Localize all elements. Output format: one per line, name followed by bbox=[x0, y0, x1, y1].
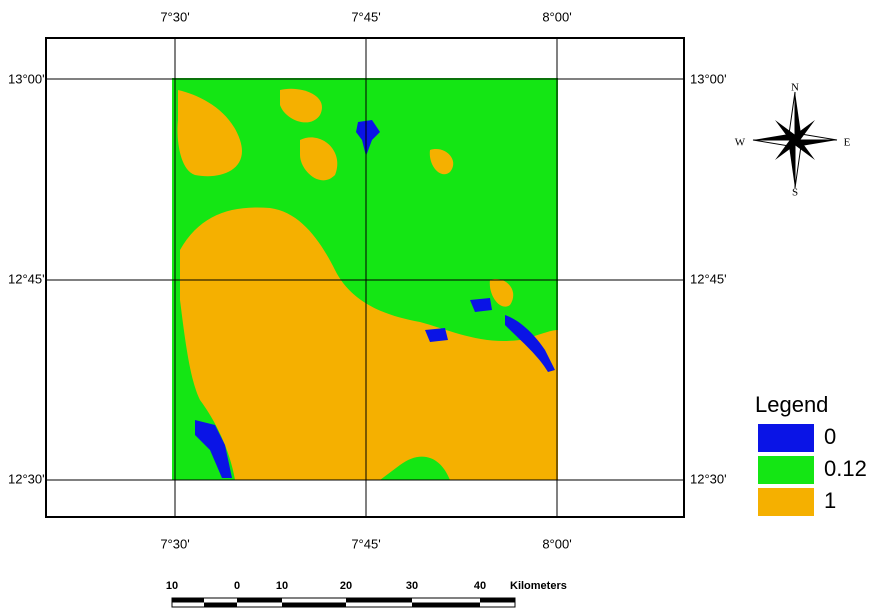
compass-s: S bbox=[792, 187, 798, 199]
top-coord-label: 7°45' bbox=[351, 9, 380, 24]
legend-label: 0 bbox=[824, 424, 836, 449]
right-coord-label: 12°45' bbox=[690, 271, 727, 286]
legend-swatch bbox=[758, 456, 814, 484]
scale-label: 40 bbox=[474, 580, 486, 592]
legend-label: 1 bbox=[824, 488, 836, 513]
raster bbox=[172, 78, 558, 480]
right-coord-label: 12°30' bbox=[690, 471, 727, 486]
left-coord-label: 13°00' bbox=[8, 71, 45, 86]
scale-unit: Kilometers bbox=[510, 580, 567, 592]
top-coord-label: 7°30' bbox=[160, 9, 189, 24]
legend-label: 0.12 bbox=[824, 456, 867, 481]
compass-n: N bbox=[791, 82, 799, 94]
bottom-coord-label: 7°45' bbox=[351, 536, 380, 551]
north-arrow bbox=[753, 92, 837, 188]
right-coord-label: 13°00' bbox=[690, 71, 727, 86]
left-coord-label: 12°45' bbox=[8, 271, 45, 286]
scale-bar bbox=[172, 598, 515, 607]
compass-w: W bbox=[735, 137, 746, 149]
left-coord-label: 12°30' bbox=[8, 471, 45, 486]
bottom-coord-label: 8°00' bbox=[542, 536, 571, 551]
map-page: 7°30' 7°45' 8°00' 7°30' 7°45' 8°00' 13°00' 12°4… bbox=[0, 0, 883, 611]
top-coord-label: 8°00' bbox=[542, 9, 571, 24]
compass-e: E bbox=[844, 137, 851, 149]
scale-label: 10 bbox=[166, 580, 178, 592]
legend-title: Legend bbox=[755, 392, 828, 417]
scale-label: 30 bbox=[406, 580, 418, 592]
legend-swatch bbox=[758, 488, 814, 516]
scale-label: 20 bbox=[340, 580, 352, 592]
legend-swatch bbox=[758, 424, 814, 452]
scale-label: 10 bbox=[276, 580, 288, 592]
scale-label: 0 bbox=[234, 580, 240, 592]
bottom-coord-label: 7°30' bbox=[160, 536, 189, 551]
